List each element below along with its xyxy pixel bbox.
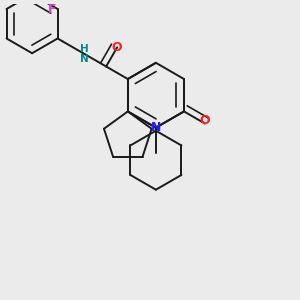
Text: O: O xyxy=(200,114,210,127)
Text: N: N xyxy=(151,121,161,134)
Text: H
N: H N xyxy=(80,44,89,64)
Text: F: F xyxy=(48,2,57,16)
Text: O: O xyxy=(112,41,122,54)
